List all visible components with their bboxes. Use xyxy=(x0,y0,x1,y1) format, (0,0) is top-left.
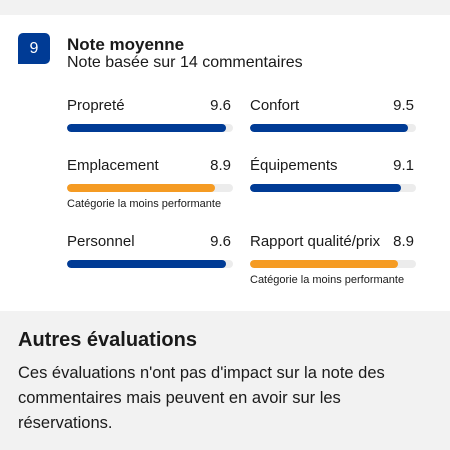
rating-bar xyxy=(67,184,215,192)
rating-bar xyxy=(250,260,398,268)
rating-value: 9.1 xyxy=(393,157,414,174)
rating-label: Personnel xyxy=(67,233,135,250)
rating-track xyxy=(67,260,233,268)
score-card: 9 Note moyenne Note basée sur 14 comment… xyxy=(0,15,450,311)
score-badge: 9 xyxy=(18,33,50,64)
rating-value: 9.5 xyxy=(393,97,414,114)
rating-track xyxy=(67,184,233,192)
rating-track xyxy=(67,124,233,132)
rating-label: Rapport qualité/prix xyxy=(250,233,381,250)
rating-track xyxy=(250,184,416,192)
rating-value: 8.9 xyxy=(210,157,231,174)
rating-track xyxy=(250,260,416,268)
rating-label: Confort xyxy=(250,97,300,114)
rating-track xyxy=(250,124,416,132)
rating-value: 8.9 xyxy=(393,233,414,250)
subtitle: Note basée sur 14 commentaires xyxy=(67,54,303,71)
rating-bar xyxy=(67,260,227,268)
rating-bar xyxy=(250,124,408,132)
rating-value: 9.6 xyxy=(210,97,231,114)
rating-note: Catégorie la moins performante xyxy=(67,198,222,210)
section-text: Ces évaluations n'ont pas d'impact sur l… xyxy=(18,364,385,432)
section-title: Autres évaluations xyxy=(18,329,197,351)
rating-bar xyxy=(250,184,402,192)
rating-value: 9.6 xyxy=(210,233,231,250)
title: Note moyenne xyxy=(67,35,185,54)
rating-label: Équipements xyxy=(250,157,338,174)
rating-note: Catégorie la moins performante xyxy=(250,274,405,286)
rating-bar xyxy=(67,124,227,132)
rating-label: Propreté xyxy=(67,97,125,114)
rating-label: Emplacement xyxy=(67,157,159,174)
